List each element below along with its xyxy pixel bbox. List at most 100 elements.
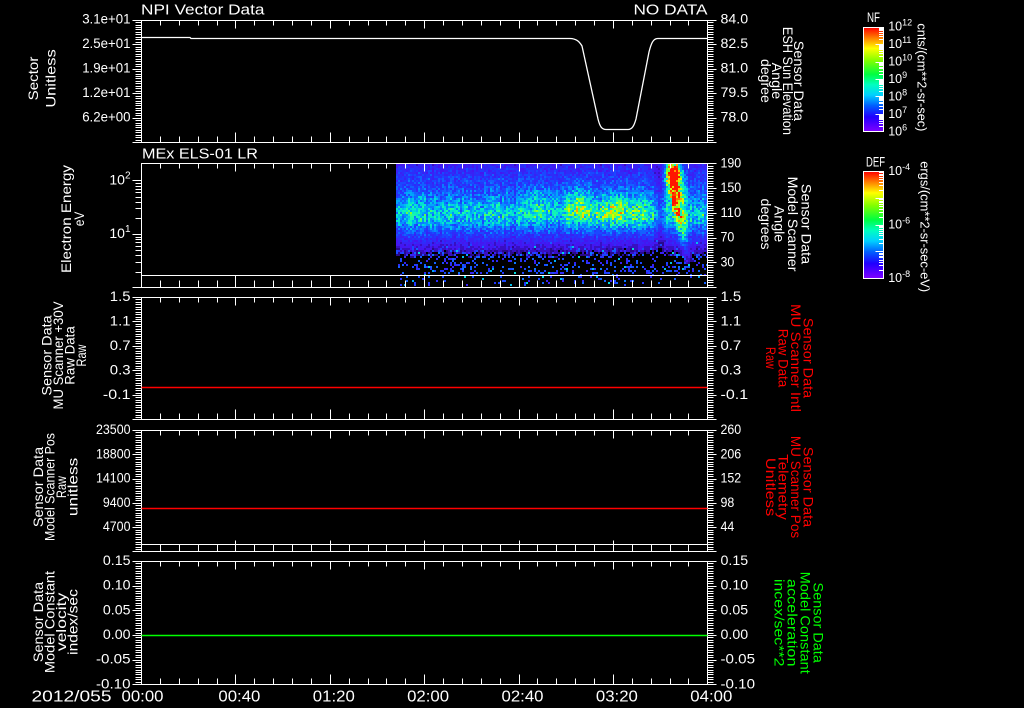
svg-text:10-4: 10-4 — [888, 162, 910, 178]
svg-text:02:40: 02:40 — [502, 689, 544, 706]
svg-text:0.7: 0.7 — [721, 337, 742, 353]
svg-text:0.15: 0.15 — [721, 552, 749, 568]
svg-text:206: 206 — [721, 445, 742, 461]
svg-text:0.3: 0.3 — [110, 362, 131, 378]
svg-text:14100: 14100 — [96, 470, 131, 486]
svg-text:1.5: 1.5 — [721, 288, 742, 304]
svg-text:78.0: 78.0 — [721, 109, 749, 125]
svg-text:6.2e+00: 6.2e+00 — [82, 109, 130, 125]
svg-text:ESH Sun Elevation: ESH Sun Elevation — [780, 27, 796, 135]
svg-text:00:40: 00:40 — [218, 689, 260, 706]
svg-text:DEF: DEF — [866, 154, 885, 170]
svg-text:eV: eV — [71, 211, 87, 226]
svg-text:velocity: velocity — [53, 593, 69, 651]
svg-text:10-8: 10-8 — [888, 269, 910, 285]
svg-text:1.9e+01: 1.9e+01 — [82, 60, 130, 76]
svg-text:NPI Vector Data: NPI Vector Data — [141, 2, 265, 19]
svg-text:index/sec: index/sec — [65, 589, 81, 655]
svg-text:109: 109 — [888, 70, 907, 86]
svg-text:0.05: 0.05 — [103, 601, 131, 617]
svg-text:01:20: 01:20 — [313, 689, 355, 706]
svg-text:-0.1: -0.1 — [103, 386, 131, 402]
svg-text:incex/sec**2: incex/sec**2 — [772, 579, 788, 667]
svg-text:190: 190 — [721, 155, 742, 171]
svg-text:2.5e+01: 2.5e+01 — [82, 35, 130, 51]
svg-text:02:00: 02:00 — [407, 689, 449, 706]
svg-text:Model Scanner: Model Scanner — [785, 177, 801, 272]
svg-text:Unitless: Unitless — [43, 49, 59, 107]
svg-text:108: 108 — [888, 88, 907, 104]
svg-text:107: 107 — [888, 105, 907, 121]
svg-text:04:00: 04:00 — [690, 689, 732, 706]
svg-text:98: 98 — [721, 494, 735, 510]
svg-text:70: 70 — [721, 229, 735, 245]
svg-text:9400: 9400 — [103, 494, 131, 510]
svg-text:-0.05: -0.05 — [96, 651, 131, 667]
svg-text:Model Constant: Model Constant — [42, 571, 58, 673]
svg-text:0.15: 0.15 — [103, 552, 131, 568]
svg-text:0.05: 0.05 — [721, 601, 749, 617]
svg-text:-0.10: -0.10 — [721, 675, 756, 691]
svg-text:1.1: 1.1 — [721, 312, 742, 328]
svg-text:18800: 18800 — [96, 445, 131, 461]
svg-text:79.5: 79.5 — [721, 84, 749, 100]
svg-text:2012/055: 2012/055 — [32, 689, 112, 706]
svg-text:Telemetry: Telemetry — [776, 454, 792, 520]
svg-text:ergs/(cm**2-sr-sec-eV): ergs/(cm**2-sr-sec-eV) — [918, 161, 932, 292]
svg-text:Sensor Data: Sensor Data — [799, 184, 815, 265]
svg-text:Unitless: Unitless — [763, 458, 779, 516]
svg-text:MU Scanner +30V: MU Scanner +30V — [50, 301, 66, 410]
svg-text:Electron Energy: Electron Energy — [58, 165, 74, 273]
svg-text:Sensor Data: Sensor Data — [801, 318, 817, 399]
svg-text:acceleration: acceleration — [785, 579, 801, 667]
svg-text:degrees: degrees — [758, 198, 774, 249]
svg-text:106: 106 — [888, 122, 907, 138]
svg-text:Model Scanner Pos: Model Scanner Pos — [42, 433, 58, 541]
svg-text:Sensor Data: Sensor Data — [30, 447, 46, 528]
svg-text:Raw: Raw — [73, 344, 89, 367]
svg-text:unitless: unitless — [65, 458, 81, 516]
svg-text:-0.10: -0.10 — [96, 675, 131, 691]
svg-text:Sector: Sector — [25, 56, 41, 100]
svg-text:00:00: 00:00 — [122, 689, 164, 706]
svg-text:Sensor Data: Sensor Data — [801, 447, 817, 528]
svg-text:102: 102 — [109, 170, 131, 187]
svg-text:1010: 1010 — [888, 53, 912, 69]
svg-text:Sensor Data: Sensor Data — [39, 315, 55, 396]
svg-text:Angle: Angle — [772, 206, 788, 243]
svg-text:-0.05: -0.05 — [721, 651, 756, 667]
svg-text:cnts/(cm**2-sr-sec): cnts/(cm**2-sr-sec) — [915, 23, 929, 131]
svg-text:44: 44 — [721, 518, 735, 534]
svg-text:Sensor Data: Sensor Data — [791, 41, 807, 122]
svg-text:1.2e+01: 1.2e+01 — [82, 84, 130, 100]
svg-text:101: 101 — [109, 224, 131, 241]
svg-text:NF: NF — [867, 9, 880, 25]
svg-text:1011: 1011 — [888, 35, 911, 51]
svg-text:MEx ELS-01 LR: MEx ELS-01 LR — [142, 146, 258, 163]
svg-text:110: 110 — [721, 204, 742, 220]
svg-text:MU Scanner Pos: MU Scanner Pos — [788, 436, 804, 538]
svg-text:10-6: 10-6 — [888, 216, 910, 232]
svg-text:260: 260 — [721, 421, 742, 437]
svg-text:23500: 23500 — [96, 421, 131, 437]
svg-text:0.10: 0.10 — [721, 577, 749, 593]
svg-text:0.7: 0.7 — [110, 337, 131, 353]
svg-text:Sensor Data: Sensor Data — [811, 583, 827, 664]
svg-text:1.5: 1.5 — [110, 288, 131, 304]
svg-text:3.1e+01: 3.1e+01 — [82, 11, 130, 27]
svg-text:152: 152 — [721, 470, 742, 486]
svg-text:0.00: 0.00 — [103, 626, 131, 642]
svg-text:0.00: 0.00 — [721, 626, 749, 642]
svg-text:Sensor Data: Sensor Data — [30, 582, 46, 663]
svg-text:1012: 1012 — [888, 18, 912, 34]
svg-text:03:20: 03:20 — [596, 689, 638, 706]
svg-text:Raw: Raw — [763, 347, 779, 370]
svg-text:0.10: 0.10 — [103, 577, 131, 593]
svg-text:NO DATA: NO DATA — [634, 2, 708, 19]
svg-text:81.0: 81.0 — [721, 60, 749, 76]
svg-text:Raw: Raw — [53, 475, 69, 498]
svg-text:degree: degree — [758, 59, 774, 103]
svg-text:Raw Data: Raw Data — [776, 329, 792, 388]
svg-text:30: 30 — [721, 253, 735, 269]
svg-text:1.1: 1.1 — [110, 312, 131, 328]
